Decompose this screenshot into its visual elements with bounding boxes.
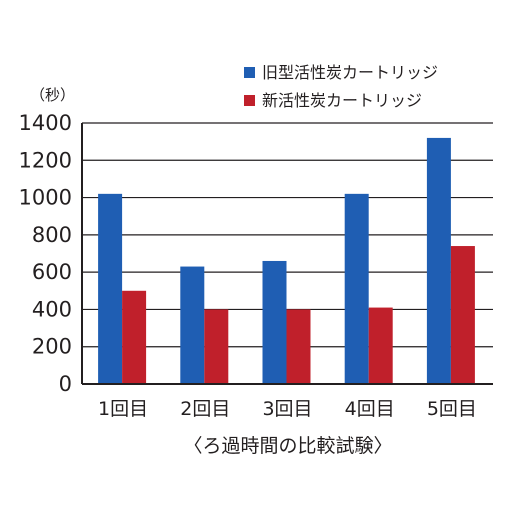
y-tick-label: 600 (32, 260, 72, 284)
x-tick-label: 1回目 (98, 398, 148, 420)
legend-label-new-cartridge: 新活性炭カートリッジ (262, 91, 422, 110)
y-tick-label: 1000 (19, 186, 72, 210)
axes (81, 123, 493, 385)
bars (98, 137, 475, 384)
bar-old-cartridge (426, 137, 451, 384)
y-tick-label: 400 (32, 297, 72, 321)
x-axis-title: 〈ろ過時間の比較試験〉 (183, 435, 392, 457)
y-tick-label: 0 (59, 372, 72, 396)
bar-new-cartridge (286, 309, 311, 384)
y-tick-label: 1200 (19, 148, 72, 172)
x-tick-label: 3回目 (262, 398, 312, 420)
bar-old-cartridge (262, 260, 287, 384)
legend: 旧型活性炭カートリッジ 新活性炭カートリッジ (244, 63, 438, 110)
bar-old-cartridge (180, 266, 205, 384)
bar-new-cartridge (450, 246, 475, 384)
x-tick-label: 4回目 (345, 398, 395, 420)
x-tick-labels: 1回目 2回目 3回目 4回目 5回目 (98, 398, 477, 420)
bar-new-cartridge (368, 307, 393, 384)
y-tick-label: 800 (32, 223, 72, 247)
bar-new-cartridge (122, 290, 147, 384)
x-tick-label: 5回目 (427, 398, 477, 420)
x-tick-label: 2回目 (180, 398, 230, 420)
bar-old-cartridge (98, 193, 123, 384)
bar-new-cartridge (204, 309, 229, 384)
legend-swatch-new-cartridge (244, 95, 255, 106)
bar-old-cartridge (344, 193, 369, 384)
legend-label-old-cartridge: 旧型活性炭カートリッジ (262, 63, 438, 82)
y-tick-label: 1400 (19, 111, 72, 135)
legend-swatch-old-cartridge (244, 67, 255, 78)
grid-lines (82, 122, 493, 348)
y-tick-labels: 0 200 400 600 800 1000 1200 1400 (19, 111, 72, 396)
y-axis-unit-label: （秒） (30, 86, 75, 104)
y-tick-label: 200 (32, 335, 72, 359)
